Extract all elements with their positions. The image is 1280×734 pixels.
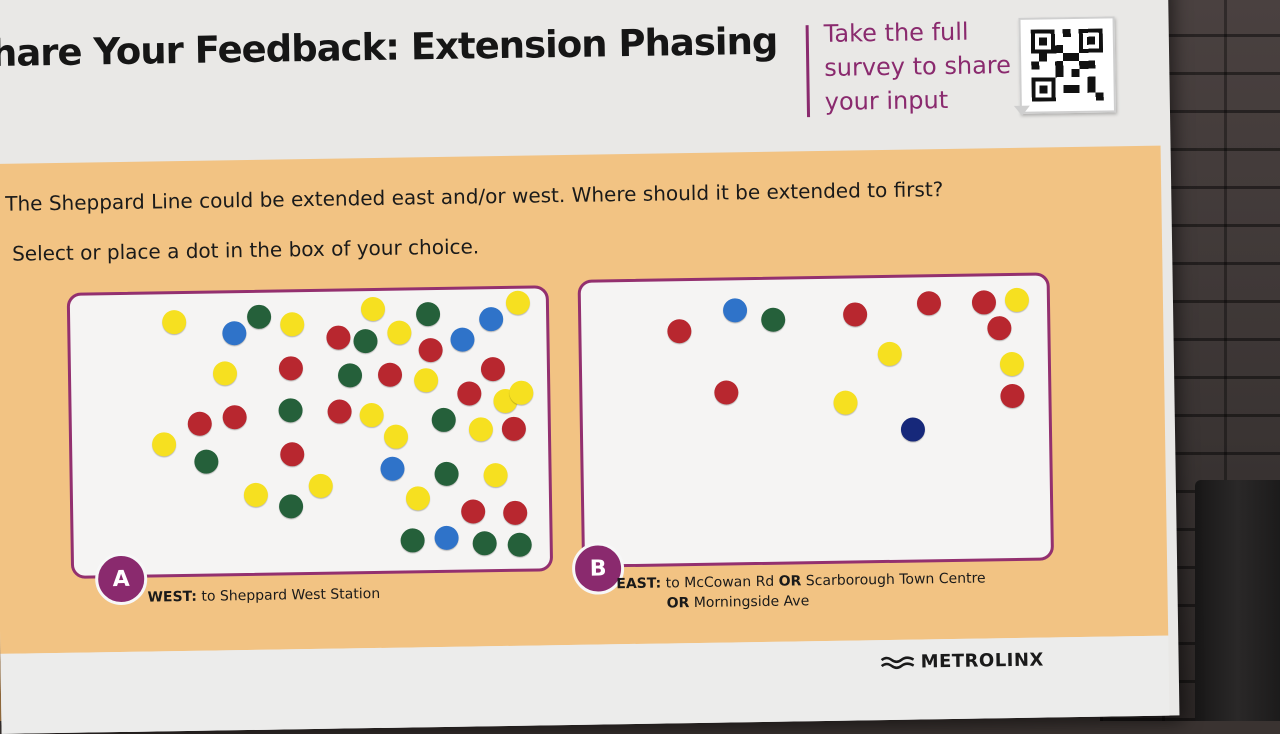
sticker-dot	[480, 356, 506, 382]
option-b-caption-line-2: OR Morningside Ave	[667, 593, 810, 611]
sticker-dot	[714, 380, 739, 405]
sticker-dot	[187, 411, 212, 436]
board-title: hare Your Feedback: Extension Phasing	[0, 19, 778, 75]
sticker-dot	[434, 525, 459, 551]
option-a-direction: WEST:	[147, 588, 198, 606]
sticker-dot	[478, 306, 504, 332]
vote-box-east[interactable]	[577, 272, 1055, 568]
sticker-dot	[667, 319, 692, 344]
option-b-destination-2: Scarborough Town Centre	[805, 570, 986, 590]
sticker-dot	[505, 290, 531, 315]
sticker-dot	[418, 337, 443, 363]
sticker-dot	[194, 449, 219, 474]
sticker-dot	[415, 301, 441, 327]
sticker-dot	[1004, 287, 1030, 313]
option-a-destination: to Sheppard West Station	[201, 585, 381, 605]
sticker-dot	[327, 399, 352, 424]
feedback-board: hare Your Feedback: Extension Phasing Ta…	[0, 0, 1180, 734]
sticker-dot	[842, 302, 868, 327]
sticker-dot	[1000, 383, 1025, 409]
sticker-dot	[161, 309, 187, 335]
sticker-dot	[243, 482, 269, 508]
sticker-dot	[483, 462, 508, 488]
option-b-destination-3: Morningside Ave	[693, 593, 810, 612]
sticker-dot	[278, 494, 304, 519]
sticker-dot	[461, 499, 486, 524]
sticker-dot	[472, 531, 497, 556]
sticker-dot	[278, 398, 303, 423]
sticker-dot	[360, 296, 386, 322]
option-b-or-2: OR	[666, 595, 690, 612]
sticker-dot	[383, 424, 409, 449]
sticker-dot	[280, 442, 305, 467]
sticker-dot	[431, 407, 456, 433]
sticker-dot	[916, 291, 942, 316]
sticker-dot	[434, 461, 459, 487]
sticker-dot	[278, 356, 304, 381]
sticker-dot	[377, 362, 403, 387]
sticker-dot	[833, 390, 858, 415]
brand-name: METROLINX	[920, 649, 1045, 673]
sticker-dot	[280, 312, 305, 337]
survey-divider	[805, 25, 811, 118]
sticker-dot	[468, 417, 494, 442]
sticker-dot	[450, 327, 475, 352]
survey-prompt: Take the full survey to share your input	[823, 17, 1012, 116]
vote-box-west[interactable]	[66, 285, 554, 579]
sticker-dot	[900, 417, 926, 442]
sticker-dot	[400, 528, 425, 553]
sticker-dot	[246, 304, 272, 329]
sticker-dot	[987, 315, 1012, 341]
qr-callout-pointer	[1013, 105, 1031, 116]
sticker-dot	[212, 361, 238, 386]
metrolinx-wave-icon	[880, 655, 915, 669]
sticker-dot	[501, 416, 527, 442]
sticker-dot	[387, 320, 412, 345]
sticker-dot	[999, 351, 1025, 377]
sticker-dot	[509, 380, 534, 405]
sticker-dot	[405, 486, 431, 511]
sticker-dot	[222, 405, 247, 430]
sticker-dot	[326, 325, 351, 350]
sticker-dot	[151, 432, 177, 457]
sticker-dot	[457, 381, 482, 406]
sticker-dot	[380, 456, 405, 481]
sticker-dot	[353, 328, 378, 354]
sticker-dot	[503, 500, 528, 526]
qr-code-icon[interactable]	[1018, 16, 1116, 114]
sticker-dot	[971, 290, 997, 315]
option-b-destination-1: to McCowan Rd	[665, 573, 775, 592]
sticker-dot	[308, 473, 333, 499]
sticker-dot	[337, 363, 363, 388]
sticker-dot	[722, 298, 748, 323]
sticker-dot	[359, 402, 384, 428]
sticker-dot	[761, 307, 786, 332]
sticker-dot	[877, 341, 902, 367]
metrolinx-logo: METROLINX	[880, 650, 1044, 674]
option-b-direction: EAST:	[616, 575, 662, 593]
trash-bin	[1195, 480, 1280, 721]
option-b-or-1: OR	[778, 573, 802, 590]
sticker-dot	[222, 321, 247, 346]
sticker-dot	[507, 532, 532, 557]
sticker-dot	[413, 368, 439, 393]
